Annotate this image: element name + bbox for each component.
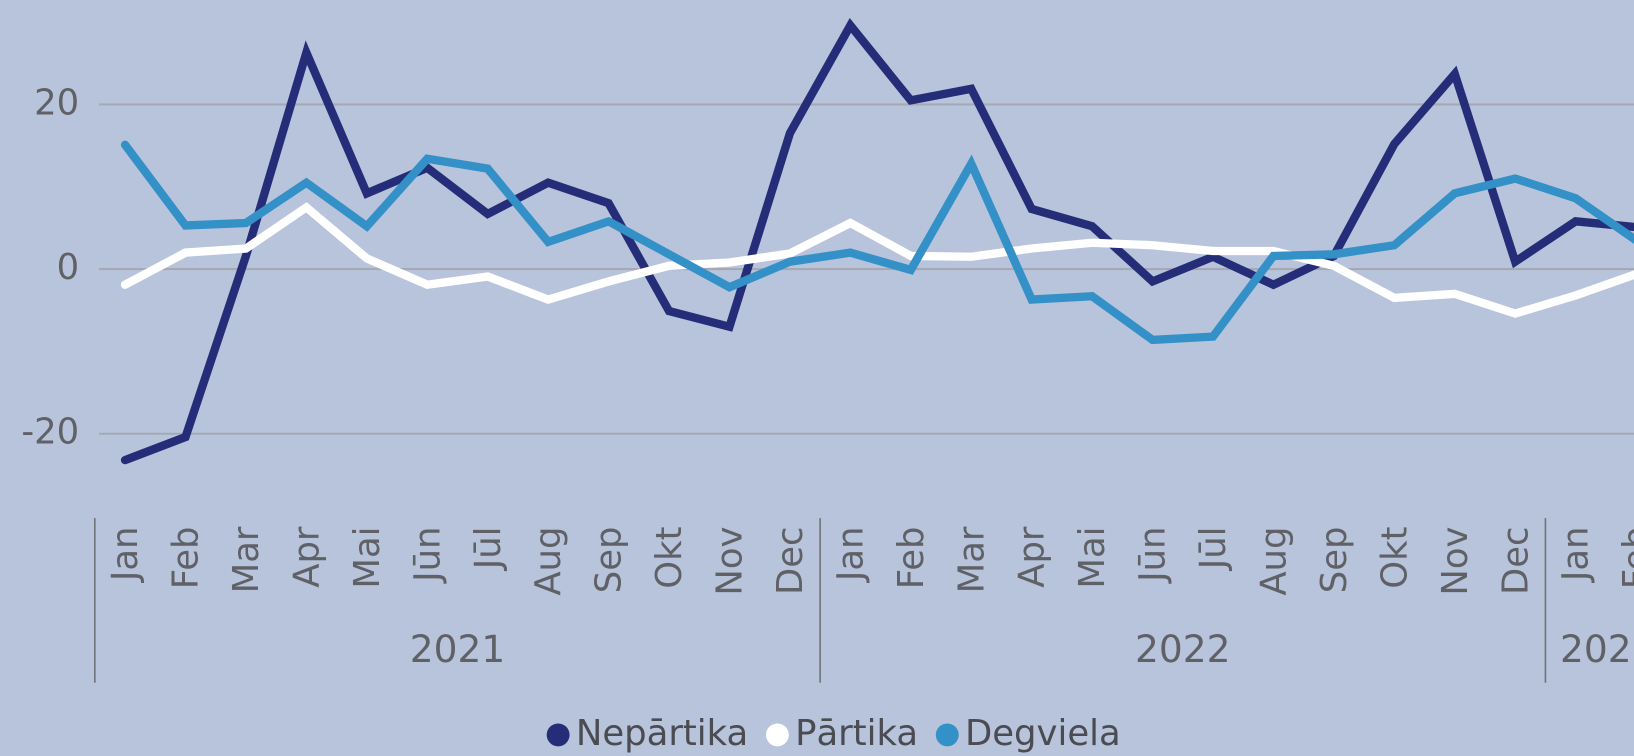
x-tick-label: Apr <box>1012 526 1053 588</box>
x-tick-label: Feb <box>891 526 932 589</box>
x-group-label: 2021 <box>410 627 505 671</box>
x-tick-label: Mai <box>1072 526 1113 588</box>
x-tick-label: Apr <box>286 526 327 588</box>
legend-marker <box>765 723 789 747</box>
x-tick-label: Jūn <box>1133 526 1174 583</box>
x-tick-label: Feb <box>166 526 207 589</box>
x-tick-label: Okt <box>1374 526 1415 588</box>
legend-marker <box>546 723 570 747</box>
x-tick-label: Feb <box>1616 526 1634 589</box>
x-tick-label: Sep <box>1314 526 1355 593</box>
x-tick-label: Mar <box>951 526 992 593</box>
x-tick-label: Okt <box>649 526 690 588</box>
x-tick-label: Nov <box>1435 526 1476 595</box>
x-tick-label: Nov <box>710 526 751 595</box>
series-line <box>120 18 1634 465</box>
x-tick-label: Jūl <box>468 526 509 571</box>
y-tick-label: 0 <box>57 247 80 288</box>
legend: Nepārtika Pārtika Degviela <box>546 713 1121 754</box>
y-tick-label: -20 <box>21 412 79 453</box>
y-tick-label: 20 <box>34 82 79 123</box>
x-tick-label: Aug <box>1254 526 1295 595</box>
x-group-label: 2023 <box>1560 627 1634 671</box>
x-tick-label: Mai <box>347 526 388 588</box>
x-tick-label: Mar <box>226 526 267 593</box>
x-tick-label: Jūn <box>407 526 448 583</box>
series-line <box>120 140 1634 345</box>
x-tick-label: Dec <box>770 526 811 595</box>
x-tick-label: Dec <box>1495 526 1536 595</box>
x-tick-label: Jan <box>830 526 871 583</box>
x-tick-label: Sep <box>589 526 630 593</box>
x-tick-label: Jan <box>105 526 146 583</box>
x-tick-label: Aug <box>528 526 569 595</box>
legend-label: Degviela <box>965 713 1121 754</box>
series-line <box>120 202 1634 318</box>
x-tick-label: Jan <box>1556 526 1597 583</box>
legend-label: Nepārtika <box>576 713 748 754</box>
x-group-label: 2022 <box>1135 627 1230 671</box>
legend-label: Pārtika <box>795 713 918 754</box>
legend-marker <box>935 723 959 747</box>
x-tick-label: Jūl <box>1193 526 1234 571</box>
